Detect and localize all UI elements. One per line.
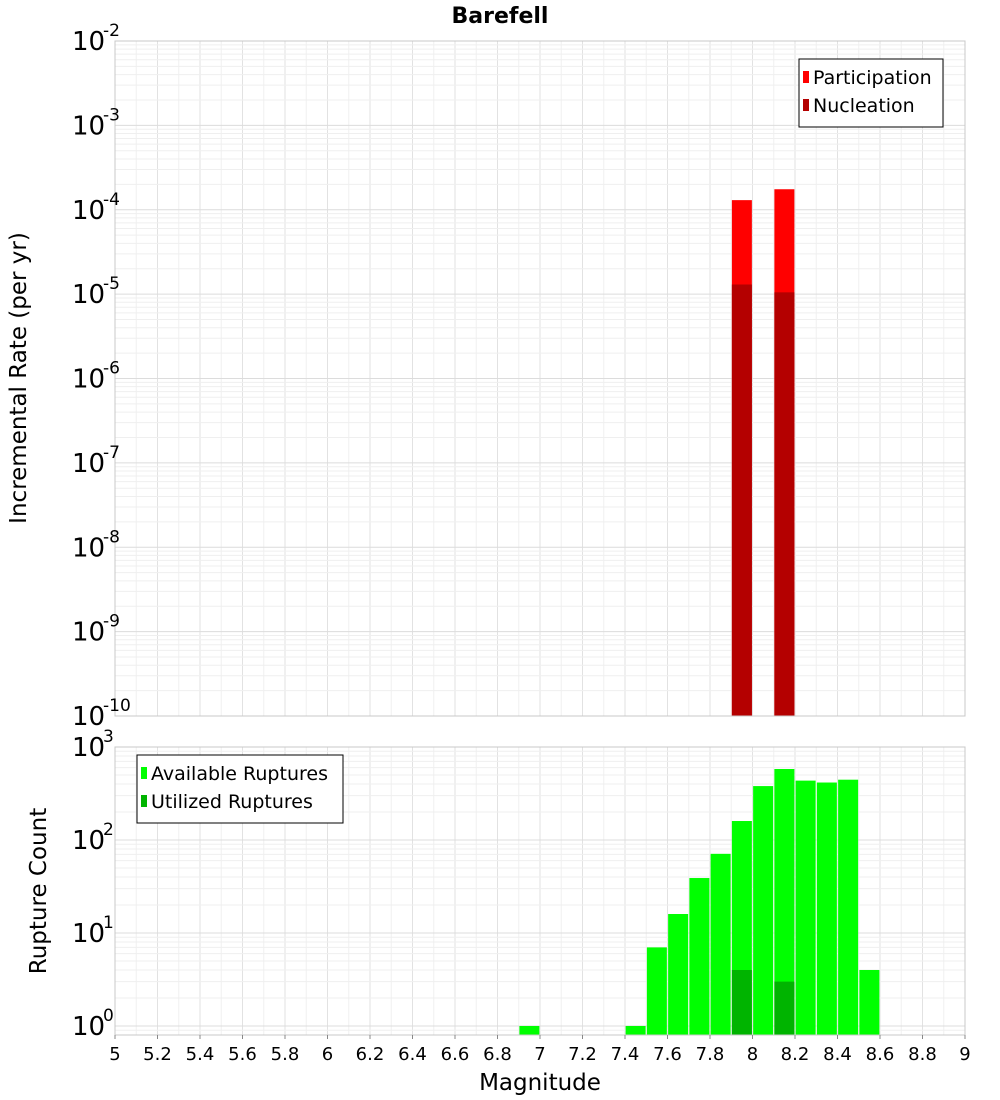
rate-plot-frame: [114, 40, 966, 717]
rupture-count-y-axis-label: Rupture Count: [26, 808, 52, 974]
rate-nucleation-bar: [774, 292, 795, 716]
x-axis-label: Magnitude: [479, 1070, 601, 1096]
x-tick-label: 5: [109, 1044, 120, 1065]
x-tick-label: 8.6: [866, 1044, 895, 1065]
rate-y-tick-exponent: -6: [103, 359, 120, 379]
rupture-count-available-ruptures-bar: [795, 780, 816, 1035]
rate-legend-swatch: [803, 99, 809, 111]
rate-nucleation-bar: [731, 284, 752, 716]
rate-plot-bars: [731, 189, 795, 717]
x-tick-label: 5.6: [228, 1044, 257, 1065]
rupture-count-legend-box: [136, 754, 344, 824]
rate-y-tick-label: 10: [72, 618, 105, 648]
rupture-count-available-ruptures-bar: [753, 786, 774, 1035]
x-tick-label: 8: [747, 1044, 758, 1065]
rupture-count-available-ruptures-bar: [625, 1025, 646, 1035]
rate-y-tick-label: 10: [72, 280, 105, 310]
x-tick-label: 7.8: [696, 1044, 725, 1065]
rupture-count-y-tick-exponent: 3: [103, 727, 114, 747]
rupture-count-legend-label: Available Ruptures: [151, 763, 328, 785]
x-tick-label: 6.4: [398, 1044, 427, 1065]
rate-y-tick-label: 10: [72, 196, 105, 226]
x-tick-label: 7: [534, 1044, 545, 1065]
rate-y-tick-exponent: -10: [103, 696, 131, 716]
rupture-count-utilized-ruptures-bar: [731, 969, 752, 1035]
rupture-count-bars: [519, 769, 880, 1035]
x-tick-label: 7.2: [568, 1044, 597, 1065]
rate-y-tick-label: 10: [72, 533, 105, 563]
rupture-count-legend: Available Ruptures Utilized Ruptures: [136, 754, 344, 824]
rate-y-tick-exponent: -3: [103, 105, 120, 125]
rupture-count-available-ruptures-bar: [816, 782, 837, 1035]
rupture-count-y-tick-label: 10: [72, 919, 105, 949]
rate-y-tick-label: 10: [72, 365, 105, 395]
rupture-count-y-tick-exponent: 1: [103, 913, 114, 933]
rate-y-tick-label: 10: [72, 702, 105, 732]
rate-legend-label: Nucleation: [813, 95, 915, 117]
rupture-count-available-ruptures-bar: [710, 853, 731, 1035]
x-tick-label: 7.4: [611, 1044, 640, 1065]
x-tick-label: 8.4: [823, 1044, 852, 1065]
rupture-count-legend-label: Utilized Ruptures: [151, 791, 313, 813]
rate-legend-box: [798, 58, 944, 128]
rate-y-tick-label: 10: [72, 111, 105, 141]
rupture-count-utilized-ruptures-bar: [774, 981, 795, 1035]
x-tick-label: 6.8: [483, 1044, 512, 1065]
x-tick-label: 8.2: [781, 1044, 810, 1065]
x-tick-label: 8.8: [908, 1044, 937, 1065]
rupture-count-available-ruptures-bar: [774, 769, 795, 1035]
x-tick-label: 5.2: [143, 1044, 172, 1065]
rupture-count-available-ruptures-bar: [646, 947, 667, 1035]
rate-y-tick-label: 10: [72, 449, 105, 479]
rate-y-tick-exponent: -7: [103, 443, 120, 463]
rate-y-tick-exponent: -8: [103, 527, 120, 547]
rupture-count-available-ruptures-bar: [689, 878, 710, 1035]
magnitude-x-ticks: 5 5.2 5.4 5.6 5.8 6 6.2 6.4 6.6 6.8 7 7.2 7.4 7.6 7.8 8…: [109, 1035, 971, 1065]
rate-plot-grid: [114, 40, 966, 717]
rupture-count-y-tick-label: 10: [72, 1012, 105, 1042]
rupture-count-y-tick-label: 10: [72, 826, 105, 856]
rupture-count-y-tick-label: 10: [72, 733, 105, 763]
rupture-count-available-ruptures-bar: [668, 914, 689, 1035]
x-tick-label: 5.8: [271, 1044, 300, 1065]
rate-legend-swatch: [803, 71, 809, 83]
x-tick-label: 9: [959, 1044, 970, 1065]
rupture-count-y-tick-exponent: 2: [103, 820, 114, 840]
chart-title: Barefell: [452, 4, 549, 29]
rupture-count-available-ruptures-bar: [859, 969, 880, 1035]
x-tick-label: 6.6: [441, 1044, 470, 1065]
x-tick-label: 6.2: [356, 1044, 385, 1065]
rate-y-tick-label: 10: [72, 27, 105, 57]
rupture-count-available-ruptures-bar: [838, 779, 859, 1035]
rupture-count-y-tick-exponent: 0: [103, 1006, 114, 1026]
rate-legend: Participation Nucleation: [798, 58, 944, 128]
rate-y-tick-exponent: -2: [103, 21, 120, 41]
rupture-count-available-ruptures-bar: [519, 1025, 540, 1035]
rate-y-tick-exponent: -4: [103, 190, 120, 210]
rupture-count-legend-swatch: [141, 767, 147, 779]
x-tick-label: 5.4: [186, 1044, 215, 1065]
x-tick-label: 6: [322, 1044, 333, 1065]
rupture-count-legend-swatch: [141, 795, 147, 807]
rate-y-tick-exponent: -9: [103, 612, 120, 632]
rate-y-axis-label: Incremental Rate (per yr): [6, 232, 32, 524]
rate-legend-label: Participation: [813, 67, 932, 89]
rate-y-tick-exponent: -5: [103, 274, 120, 294]
x-tick-label: 7.6: [653, 1044, 682, 1065]
